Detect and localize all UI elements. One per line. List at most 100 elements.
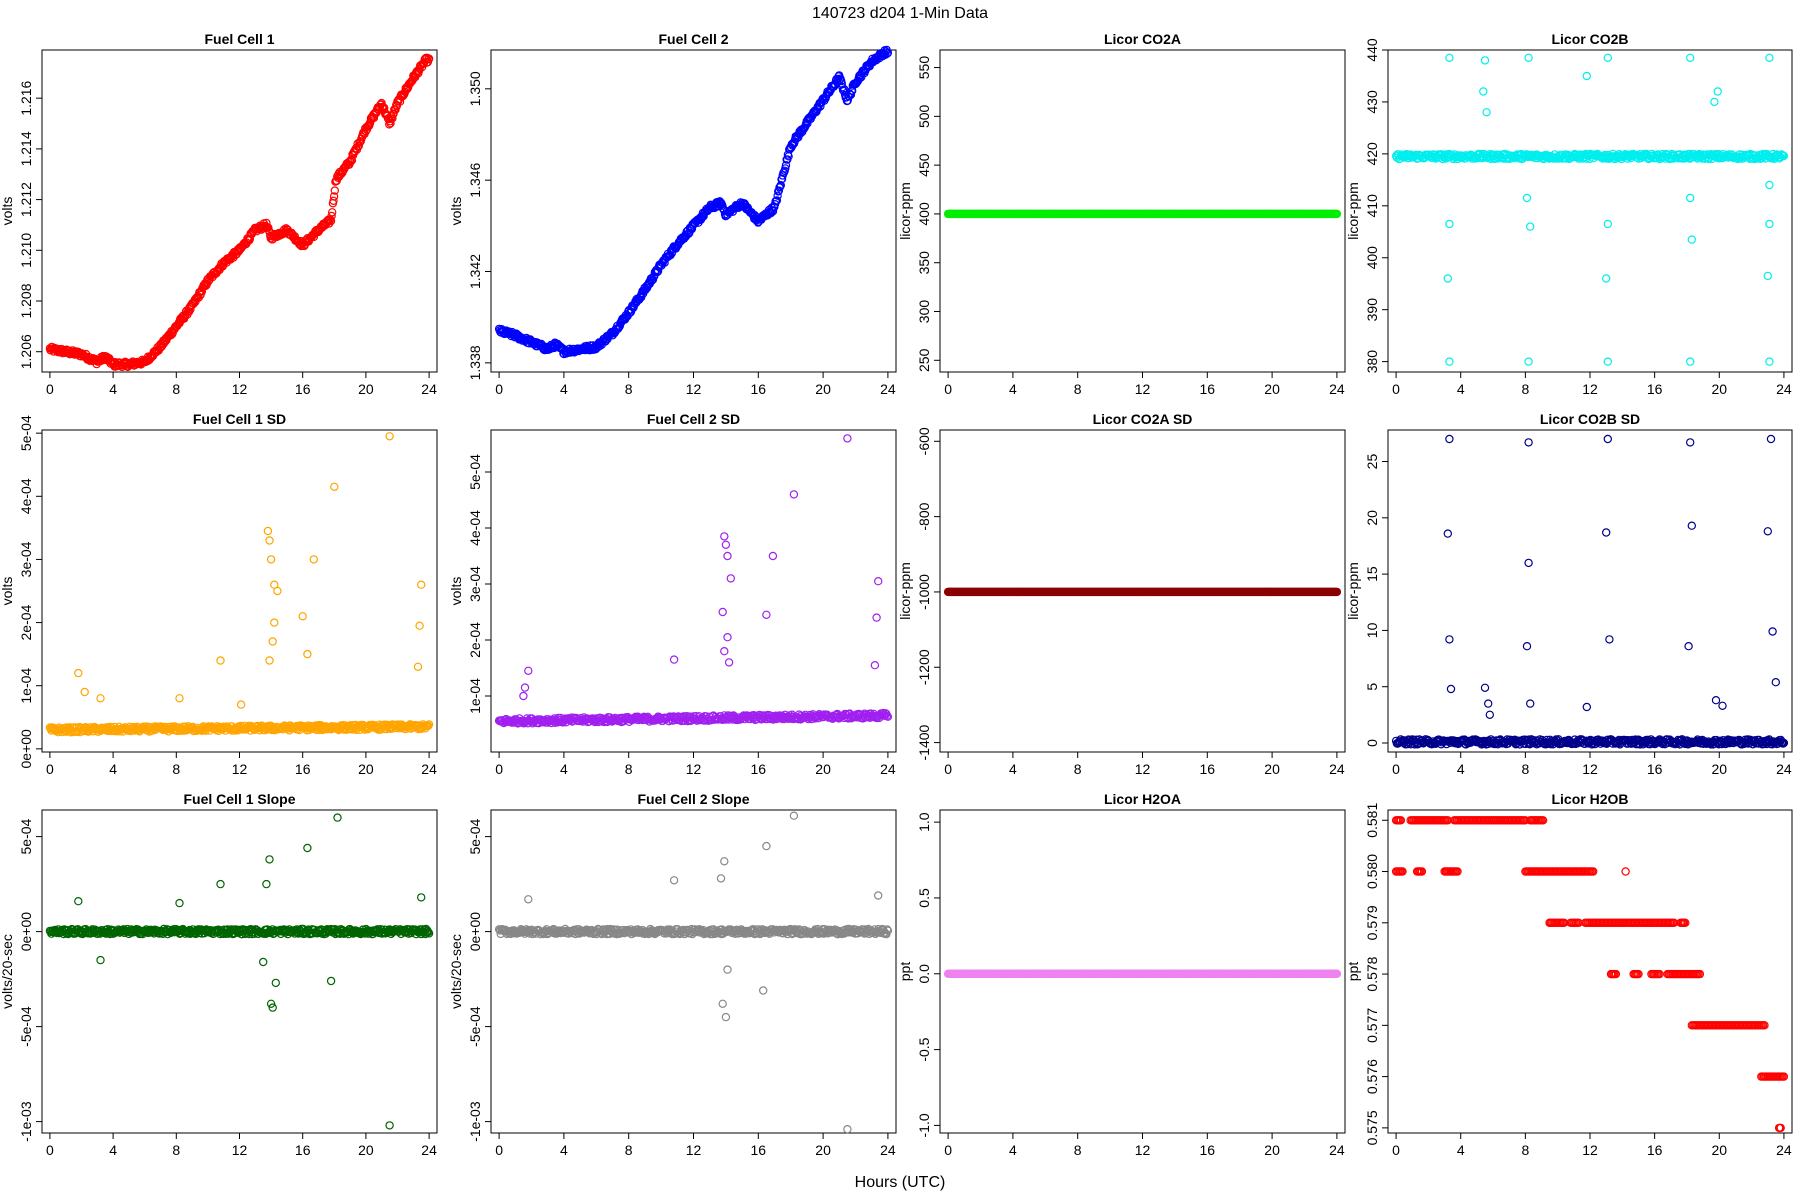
data-point [1687,235,1697,244]
x-tick-label: 4 [1009,381,1017,397]
data-point [1480,683,1490,693]
x-tick-label: 8 [625,761,633,777]
panel-title: Fuel Cell 1 Slope [183,791,295,807]
y-tick-label: -1000 [916,574,932,610]
data-point [1685,438,1695,447]
y-tick-label: 1.346 [467,162,483,197]
x-tick-label: 20 [1711,381,1727,397]
x-axis-label: Hours (UTC) [855,1174,946,1191]
data-point [417,580,426,589]
x-tick-label: 24 [1329,761,1345,777]
x-tick-label: 20 [358,761,374,777]
data-point [1524,357,1533,366]
data-point [720,532,729,541]
plot-frame [490,429,897,753]
y-tick-label: 410 [1364,194,1380,218]
y-tick-label: -1e-03 [18,1101,34,1142]
plot-frame [1387,429,1793,753]
series-points [1391,53,1789,366]
data-point [1445,357,1454,366]
x-tick-label: 0 [46,1142,54,1158]
panel-title: Licor CO2A [1104,31,1181,47]
y-tick-label: 0 [1364,739,1380,747]
data-point [347,155,356,164]
data-point [669,655,679,664]
data-point [330,482,339,491]
y-tick-label: -1200 [916,649,932,685]
data-point [347,156,357,165]
x-tick-label: 4 [1009,761,1017,777]
data-point [789,490,799,499]
data-point [870,661,880,670]
series-points [943,587,1342,597]
x-tick-label: 20 [815,761,831,777]
y-axis-label: licor-ppm [897,182,913,240]
data-point [263,526,273,536]
data-point [524,666,533,676]
x-tick-label: 4 [109,381,117,397]
data-point [1603,434,1613,444]
data-point [715,197,725,206]
x-tick-label: 12 [1582,761,1598,777]
y-tick-label: 250 [916,348,932,372]
y-tick-label: 390 [1364,298,1380,322]
data-point [762,610,771,620]
y-tick-label: 5e-04 [18,415,34,451]
y-tick-label: 25 [1364,454,1380,470]
data-point [1332,209,1342,219]
x-tick-label: 8 [172,761,180,777]
data-point [1443,274,1453,283]
data-point [415,621,424,630]
data-point [424,54,434,63]
x-tick-label: 12 [1582,381,1598,397]
data-point [1711,696,1721,705]
panel-title: Licor CO2A SD [1093,411,1193,427]
data-point [262,218,271,228]
data-point [216,656,225,665]
x-tick-label: 0 [944,761,952,777]
data-point [1684,642,1693,651]
panel-6: Fuel Cell 2 SD0 4 8 12 16 20 241e-042e-043e-04… [448,411,897,777]
data-point [265,536,274,545]
plot-frame [1387,49,1793,373]
data-point [303,649,312,659]
data-point [1603,53,1613,63]
panel-2: Fuel Cell 20 4 8 12 16 20 241.3381.3421.3461.3… [448,31,897,397]
data-point [309,555,318,564]
y-tick-label: 0e+00 [18,912,34,952]
y-tick-label: 2e-04 [467,622,483,658]
data-point [1713,87,1722,96]
panel-title: Licor CO2B SD [1540,411,1640,427]
y-axis-label: volts/20-sec [0,934,15,1009]
y-tick-label: 1.206 [18,334,34,369]
data-point [266,555,276,564]
data-point [790,138,799,147]
x-tick-label: 4 [560,381,568,397]
y-tick-label: 500 [916,104,932,128]
data-point [1603,357,1613,366]
y-tick-label: 1.350 [467,71,483,106]
data-point [1445,635,1454,644]
x-tick-label: 12 [232,1142,248,1158]
panel-title: Fuel Cell 1 [204,31,274,47]
x-tick-label: 16 [1647,381,1663,397]
y-tick-label: 5 [1364,683,1380,691]
y-axis-label: volts [0,577,15,606]
data-point [1685,193,1695,203]
data-point [776,180,786,190]
data-point [298,612,307,621]
y-axis-label: volts [448,577,464,606]
data-point [1445,219,1454,229]
x-tick-label: 24 [880,381,896,397]
data-point [726,574,736,583]
x-tick-label: 16 [1647,761,1663,777]
data-point [265,656,274,665]
data-point [1768,627,1777,636]
data-point [1765,357,1774,366]
x-tick-label: 24 [421,1142,437,1158]
data-point [718,607,727,617]
y-tick-label: 1.216 [18,80,34,115]
x-tick-label: 8 [172,381,180,397]
panel-title: Fuel Cell 2 SD [647,411,740,427]
